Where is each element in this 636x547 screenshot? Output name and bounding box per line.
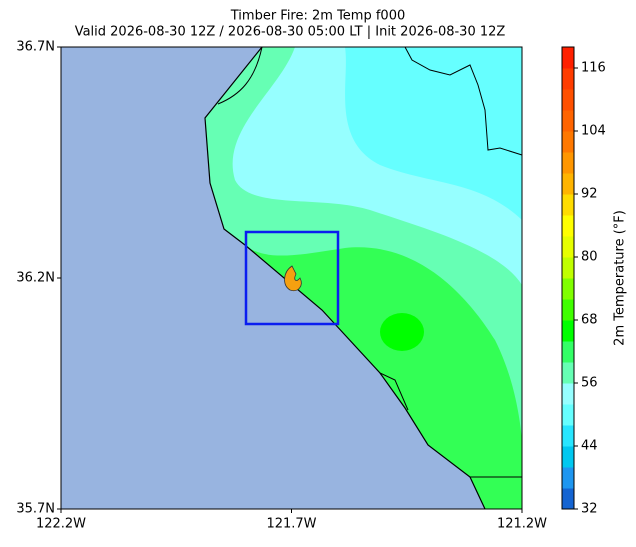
colorbar-band [562,362,574,384]
x-tick-label: 122.2W [36,517,86,532]
y-tick-label: 36.2N [16,271,55,286]
colorbar-band [562,278,574,300]
x-tick-label: 121.2W [497,517,547,532]
x-tick-label: 121.7W [266,517,316,532]
colorbar-band [562,446,574,468]
colorbar-band [562,215,574,237]
colorbar-band [562,488,574,510]
colorbar-band [562,194,574,216]
y-tick-label: 36.7N [16,40,55,55]
colorbar-band [562,257,574,279]
fire-box [244,230,340,326]
colorbar-band [562,173,574,195]
colorbar-band [562,341,574,363]
colorbar-band [562,383,574,405]
colorbar-band [562,152,574,174]
colorbar-band [562,467,574,489]
colorbar-band [562,320,574,342]
colorbar-band [562,299,574,321]
colorbar-tick-label: 68 [581,313,598,328]
colorbar-tick-label: 32 [581,502,598,517]
colorbar-label: 2m Temperature (°F) [613,210,628,346]
colorbar-band [562,47,574,69]
colorbar-tick-label: 116 [581,61,606,76]
colorbar-frame [561,46,575,510]
colorbar-band [562,110,574,132]
colorbar-band [562,89,574,111]
colorbar-band [562,425,574,447]
colorbar-band [562,236,574,258]
colorbar-tick-label: 56 [581,376,598,391]
map [60,46,523,510]
colorbar-tick-label: 80 [581,250,598,265]
colorbar-tick-label: 104 [581,124,606,139]
fire-icon [284,265,302,292]
colorbar-tick-label: 44 [581,439,598,454]
colorbar-band [562,404,574,426]
subtitle: Valid 2026-08-30 12Z / 2026-08-30 05:00 … [75,25,506,40]
y-tick-label: 35.7N [16,502,55,517]
title: Timber Fire: 2m Temp f000 [230,9,406,24]
colorbar-band [562,68,574,90]
colorbar-band [562,131,574,153]
colorbar-tick-label: 92 [581,187,598,202]
